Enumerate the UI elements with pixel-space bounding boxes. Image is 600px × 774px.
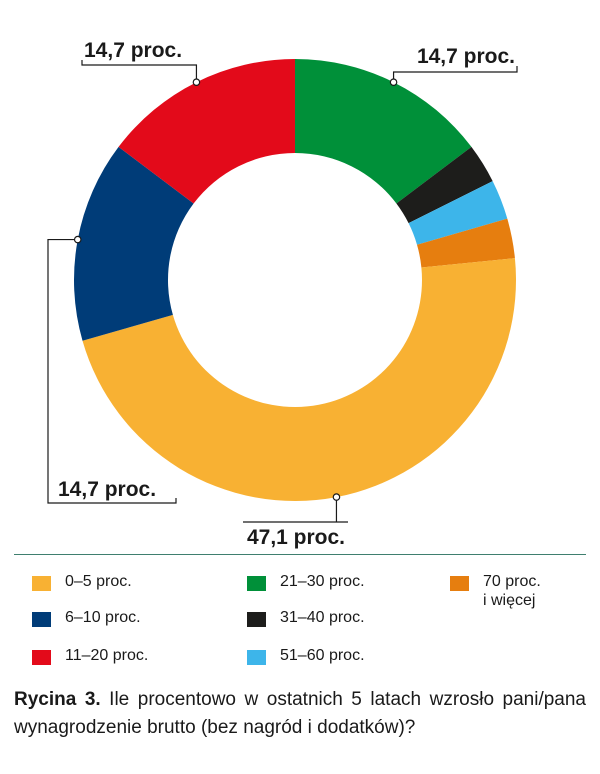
donut-slices bbox=[73, 58, 517, 502]
data-label-11-20: 14,7 proc. bbox=[84, 39, 182, 62]
caption-label: Rycina 3. bbox=[14, 689, 101, 710]
legend-swatch bbox=[32, 612, 51, 627]
legend-divider bbox=[14, 554, 586, 555]
slice-51-60 bbox=[408, 181, 508, 245]
data-label-0-5: 47,1 proc. bbox=[247, 526, 345, 549]
leader-dot bbox=[73, 235, 82, 244]
slice-70-plus bbox=[417, 218, 515, 268]
legend-label: 21–30 proc. bbox=[280, 573, 365, 590]
callout-0-5: 47,1 proc. bbox=[243, 493, 348, 549]
leader-line bbox=[47, 238, 177, 504]
legend-swatch bbox=[32, 576, 51, 591]
slice-11-20 bbox=[118, 58, 296, 204]
callout-11-20: 14,7 proc. bbox=[81, 39, 201, 86]
legend-item-6-10: 6–10 proc. bbox=[32, 608, 141, 627]
legend-item-31-40: 31–40 proc. bbox=[247, 608, 365, 627]
donut-chart: 14,7 proc. 14,7 proc. 14,7 proc. 47,1 proc. bbox=[47, 39, 518, 549]
legend-swatch bbox=[450, 576, 469, 591]
legend-label: 6–10 proc. bbox=[65, 609, 141, 626]
leader-line bbox=[243, 497, 348, 523]
legend-label: 31–40 proc. bbox=[280, 609, 365, 626]
legend-swatch bbox=[247, 650, 266, 665]
legend-label: 11–20 proc. bbox=[65, 647, 149, 664]
legend-swatch bbox=[247, 576, 266, 591]
legend-label: 51–60 proc. bbox=[280, 647, 365, 664]
legend-label: 70 proc. i więcej bbox=[483, 573, 541, 609]
leader-dot bbox=[332, 493, 341, 501]
legend: 0–5 proc. 6–10 proc. 11–20 proc. 21–30 p… bbox=[0, 566, 600, 676]
data-label-21-30: 14,7 proc. bbox=[417, 45, 515, 68]
legend-item-11-20: 11–20 proc. bbox=[32, 646, 148, 665]
data-label-6-10: 14,7 proc. bbox=[58, 478, 156, 501]
slice-21-30 bbox=[295, 59, 472, 204]
caption-text: Ile procentowo w ostatnich 5 latach wzro… bbox=[14, 689, 586, 738]
legend-item-70-plus: 70 proc. i więcej bbox=[450, 572, 541, 610]
leader-line bbox=[81, 60, 198, 83]
callout-21-30: 14,7 proc. bbox=[389, 45, 518, 86]
figure-caption: Rycina 3. Ile procentowo w ostatnich 5 l… bbox=[14, 686, 586, 742]
data-label-callouts: 14,7 proc. 14,7 proc. 14,7 proc. 47,1 proc. bbox=[47, 39, 518, 549]
legend-label: 0–5 proc. bbox=[65, 573, 132, 590]
callout-6-10: 14,7 proc. bbox=[47, 235, 177, 504]
leader-dot bbox=[192, 78, 201, 86]
slice-6-10 bbox=[73, 146, 194, 341]
legend-item-0-5: 0–5 proc. bbox=[32, 572, 132, 591]
legend-swatch bbox=[247, 612, 266, 627]
leader-line bbox=[392, 66, 518, 83]
legend-item-51-60: 51–60 proc. bbox=[247, 646, 365, 665]
slice-31-40 bbox=[396, 146, 493, 224]
legend-swatch bbox=[32, 650, 51, 665]
legend-item-21-30: 21–30 proc. bbox=[247, 572, 365, 591]
slice-0-5 bbox=[82, 258, 517, 502]
leader-dot bbox=[389, 78, 398, 86]
